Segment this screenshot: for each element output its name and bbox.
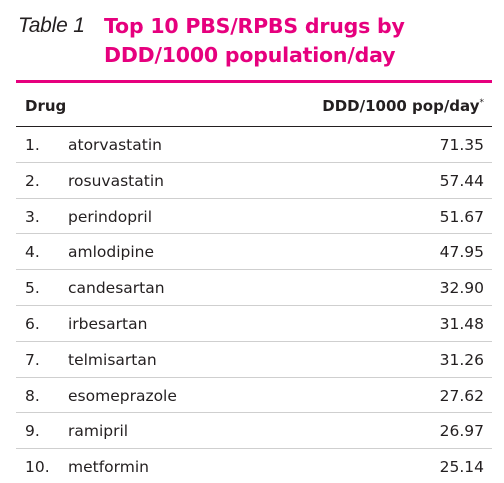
table-row: 7. telmisartan 31.26 xyxy=(16,342,492,378)
table-row: 8. esomeprazole 27.62 xyxy=(16,378,492,414)
footnote-marker: * xyxy=(479,98,485,108)
ddd-value: 26.97 xyxy=(439,422,484,441)
table-row: 4. amlodipine 47.95 xyxy=(16,234,492,271)
drug-name: irbesartan xyxy=(68,314,148,333)
drug-name: atorvastatin xyxy=(68,136,162,154)
table-row: 2. rosuvastatin 57.44 xyxy=(16,163,492,199)
drug-name: metformin xyxy=(68,458,149,477)
drug-name: telmisartan xyxy=(68,350,157,369)
row-rank: 9. xyxy=(25,422,40,441)
table-title: Top 10 PBS/RPBS drugs by DDD/1000 popula… xyxy=(104,14,405,67)
table-row: 3. perindopril 51.67 xyxy=(16,199,492,235)
table-label: Table 1 xyxy=(18,14,85,37)
row-rank: 2. xyxy=(25,171,40,190)
row-rank: 3. xyxy=(25,207,40,226)
row-rank: 7. xyxy=(25,350,40,369)
ddd-value: 57.44 xyxy=(439,171,484,190)
table-row: 9. ramipril 26.97 xyxy=(16,413,492,450)
ddd-value: 31.26 xyxy=(439,350,484,369)
row-rank: 8. xyxy=(25,386,40,405)
row-rank: 1. xyxy=(25,136,40,154)
table-header: Drug DDD/1000 pop/day* xyxy=(16,88,492,122)
row-rank: 6. xyxy=(25,314,40,333)
top-rule xyxy=(16,80,492,83)
column-header-value: DDD/1000 pop/day* xyxy=(322,97,484,115)
drug-name: perindopril xyxy=(68,207,153,226)
row-rank: 4. xyxy=(25,243,40,262)
ddd-value: 47.95 xyxy=(439,243,484,262)
table-row: 1. atorvastatin 71.35 xyxy=(16,127,492,163)
table-body: 1. atorvastatin 71.35 2. rosuvastatin 57… xyxy=(16,127,492,483)
drug-name: esomeprazole xyxy=(68,386,177,405)
drug-name: rosuvastatin xyxy=(68,171,164,190)
ddd-value: 31.48 xyxy=(439,314,484,333)
drug-name: amlodipine xyxy=(68,243,155,262)
ddd-value: 25.14 xyxy=(439,458,484,477)
row-rank: 10. xyxy=(25,458,50,477)
drug-name: candesartan xyxy=(68,279,165,298)
row-rank: 5. xyxy=(25,279,40,298)
ddd-value: 51.67 xyxy=(439,207,484,226)
table-row: 5. candesartan 32.90 xyxy=(16,270,492,306)
header-rule xyxy=(16,126,492,127)
table-caption: Table 1 Top 10 PBS/RPBS drugs by DDD/100… xyxy=(18,12,488,74)
table-row: 10. metformin 25.14 xyxy=(16,449,492,483)
column-header-drug: Drug xyxy=(25,97,67,115)
ddd-value: 71.35 xyxy=(439,136,484,154)
ddd-value: 27.62 xyxy=(439,386,484,405)
ddd-value: 32.90 xyxy=(439,279,484,298)
table-row: 6. irbesartan 31.48 xyxy=(16,306,492,342)
drug-name: ramipril xyxy=(68,422,129,441)
column-header-value-label: DDD/1000 pop/day xyxy=(322,97,480,115)
